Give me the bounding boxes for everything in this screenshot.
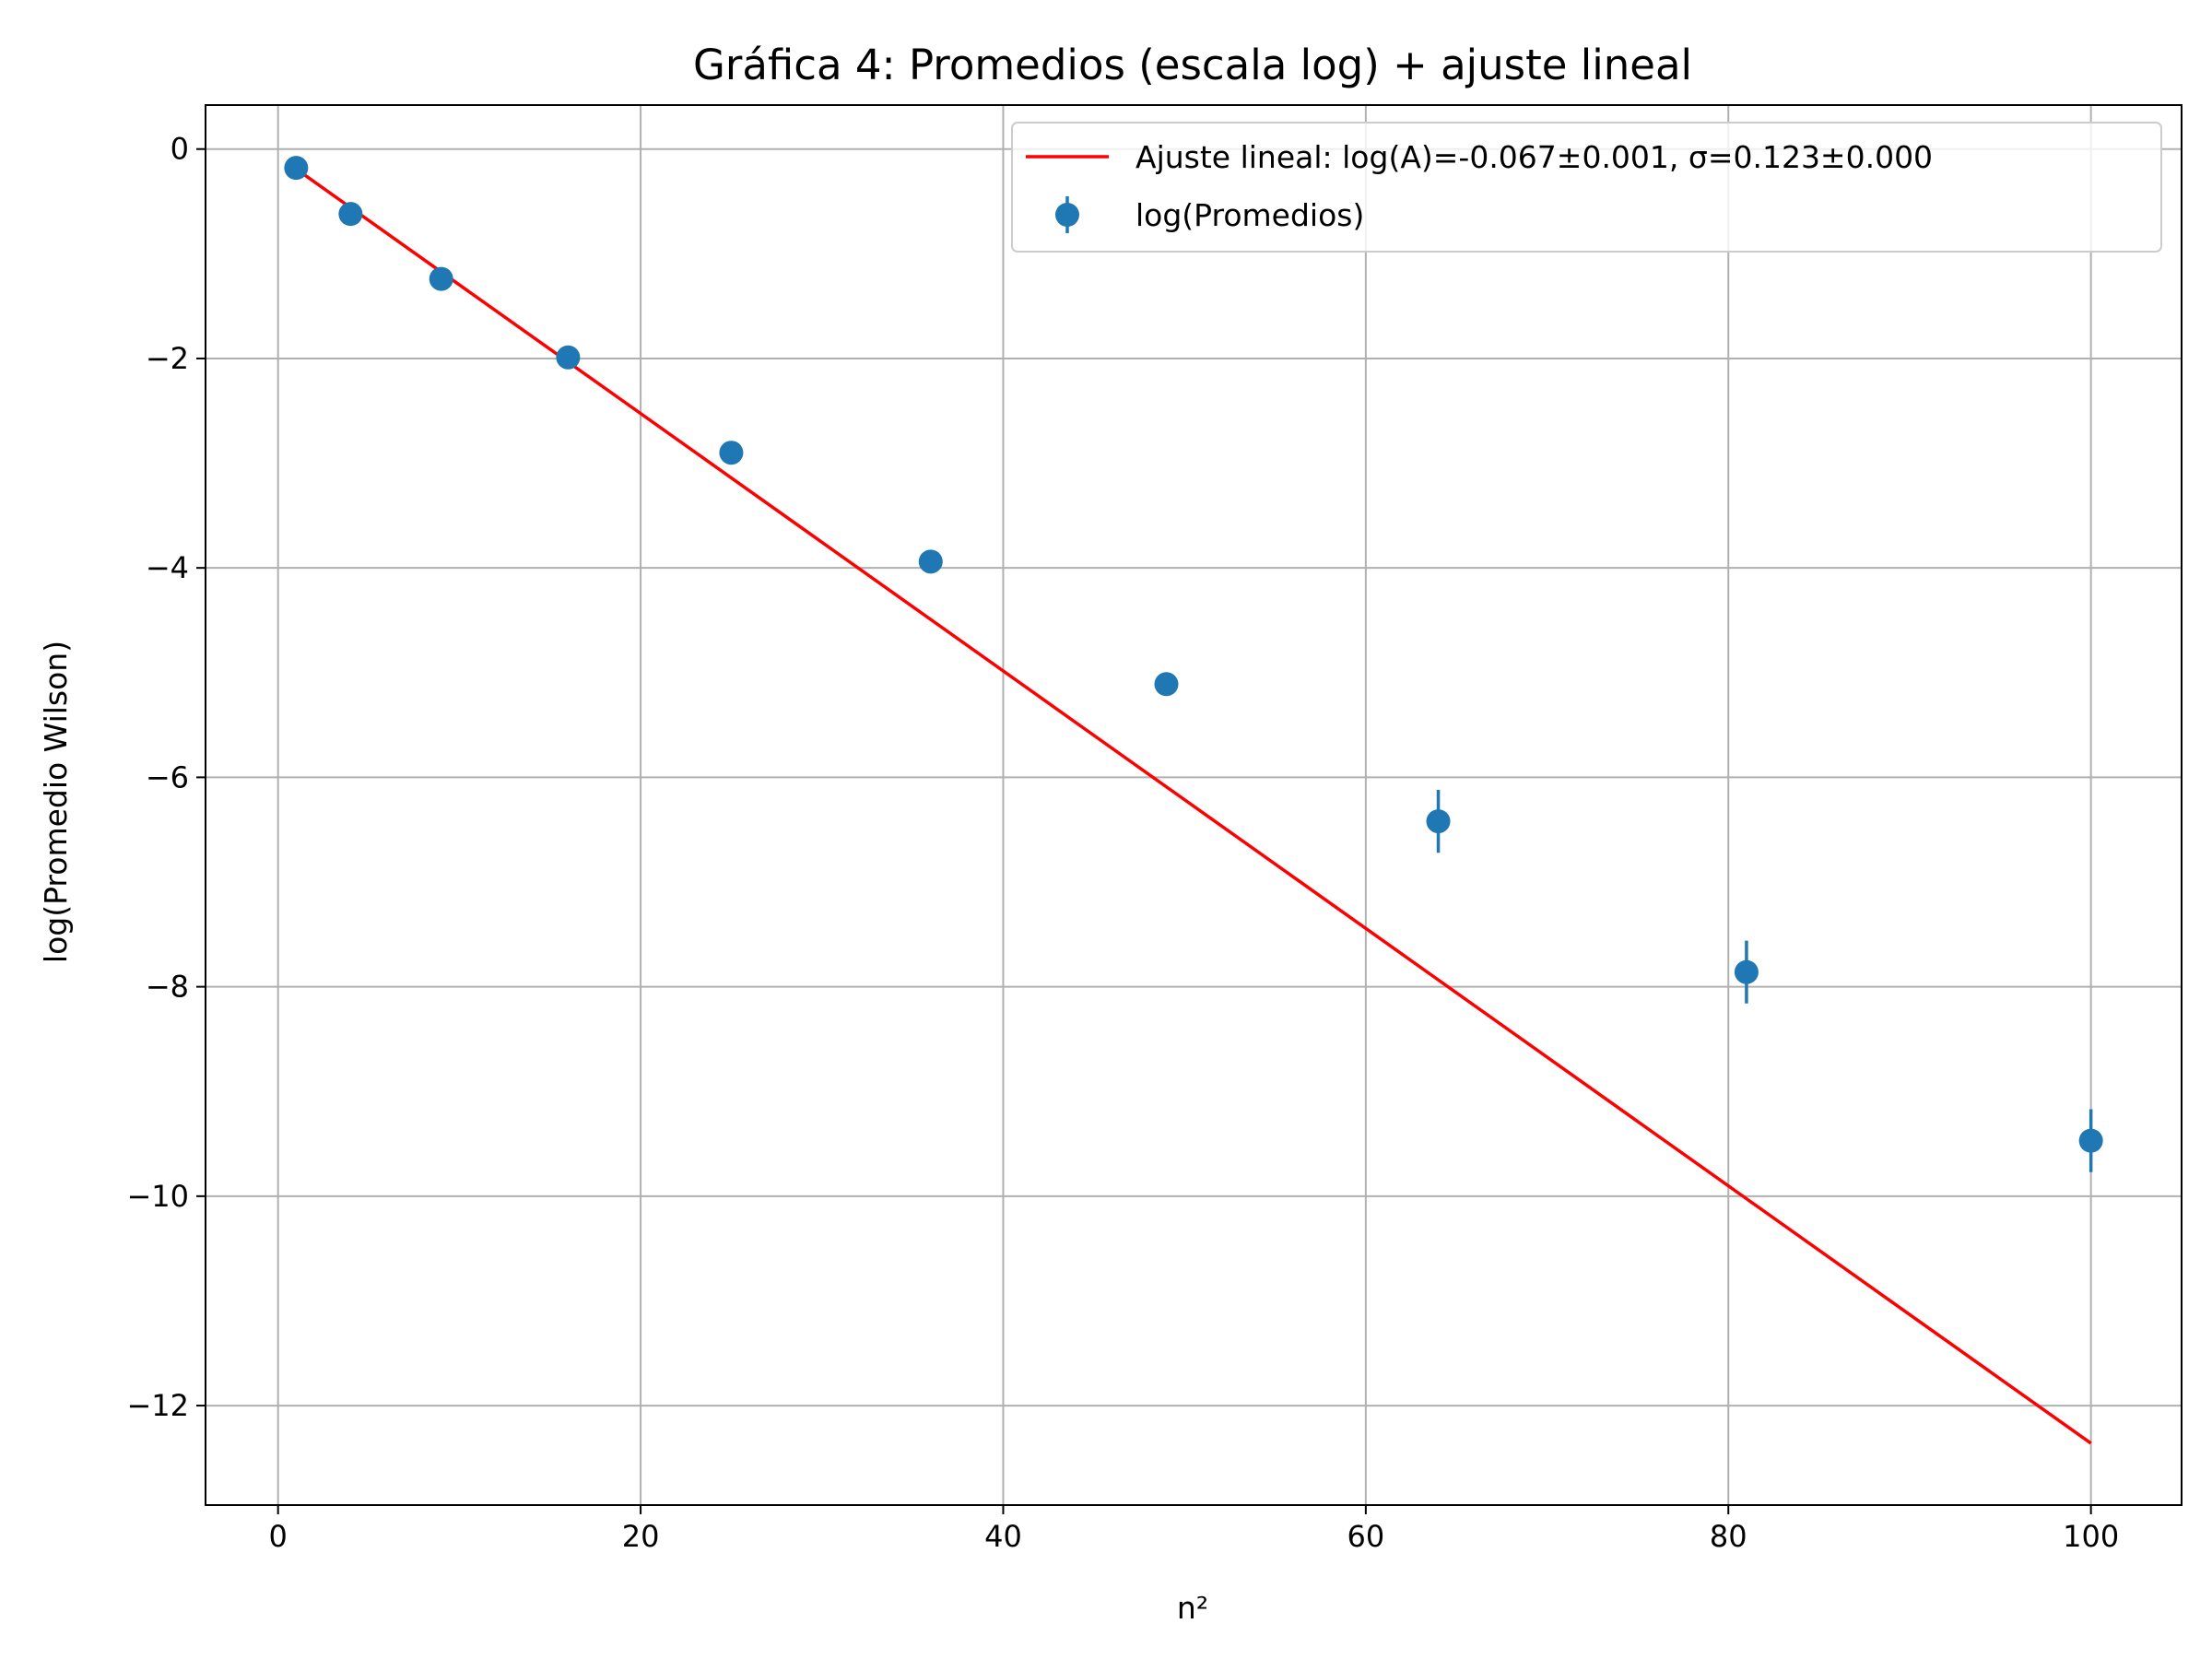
y-axis-label: log(Promedio Wilson): [38, 641, 74, 963]
y-tick-label: −8: [146, 970, 189, 1005]
legend-box: [1011, 122, 2162, 253]
data-point: [1154, 672, 1179, 697]
data-point: [2078, 1128, 2103, 1153]
data-point: [556, 345, 581, 370]
data-point: [284, 156, 309, 181]
y-tick-label: −2: [146, 341, 189, 376]
axes-frame: [205, 104, 2183, 1506]
y-tick-label: −10: [126, 1179, 189, 1214]
plot-series: [284, 156, 2103, 1445]
legend-entry-data: log(Promedios): [1135, 197, 1364, 233]
data-point: [918, 549, 943, 574]
fit-line: [295, 167, 2092, 1445]
y-tick-label: 0: [171, 132, 189, 167]
y-tick-label: −12: [126, 1388, 189, 1423]
x-tick-label: 80: [1710, 1519, 1747, 1554]
data-point: [429, 266, 453, 291]
y-tick-label: −4: [146, 550, 189, 585]
grid: [206, 105, 2182, 1505]
x-tick-label: 100: [2063, 1519, 2119, 1554]
data-point: [338, 202, 363, 227]
legend: Ajuste lineal: log(A)=-0.067±0.001, σ=0.…: [1011, 122, 2162, 253]
ticks: 0 20 40 60 80 100 0 −2 −4 −6 −8 −10 −12: [126, 132, 2119, 1554]
x-tick-label: 20: [622, 1519, 660, 1554]
chart-title: Gráfica 4: Promedios (escala log) + ajus…: [693, 41, 1692, 89]
data-point: [1426, 809, 1451, 834]
x-tick-label: 60: [1347, 1519, 1385, 1554]
data-point: [1734, 959, 1759, 984]
legend-marker-swatch: [1055, 203, 1079, 227]
x-tick-label: 0: [268, 1519, 287, 1554]
x-tick-label: 40: [984, 1519, 1022, 1554]
legend-entry-fit: Ajuste lineal: log(A)=-0.067±0.001, σ=0.…: [1135, 139, 1933, 175]
y-tick-label: −6: [146, 759, 189, 794]
data-point: [719, 441, 744, 465]
x-axis-label: n²: [1177, 1590, 1208, 1626]
